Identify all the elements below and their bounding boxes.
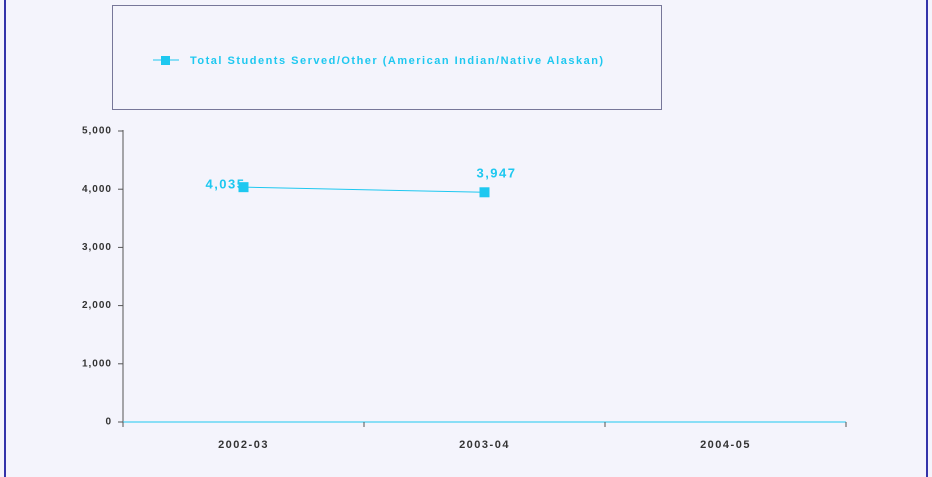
x-tick-label: 2002-03: [218, 439, 269, 451]
y-tick-label: 5,000: [82, 126, 112, 137]
legend-box: [112, 5, 662, 110]
data-point: [479, 187, 490, 198]
legend-marker: [161, 56, 170, 65]
y-tick-label: 3,000: [82, 242, 112, 253]
legend-label: Total Students Served/Other (American In…: [190, 55, 605, 67]
series-line: [243, 186, 485, 193]
x-tick-label: 2003-04: [459, 439, 510, 451]
y-tick-label: 1,000: [82, 358, 112, 369]
data-label: 4,035: [205, 177, 245, 192]
y-tick-label: 2,000: [82, 300, 112, 311]
data-label: 3,947: [476, 166, 516, 181]
y-tick-label: 4,000: [82, 184, 112, 195]
y-tick-label: 0: [105, 417, 112, 428]
data-point: [238, 182, 249, 193]
x-tick-label: 2004-05: [700, 439, 751, 451]
